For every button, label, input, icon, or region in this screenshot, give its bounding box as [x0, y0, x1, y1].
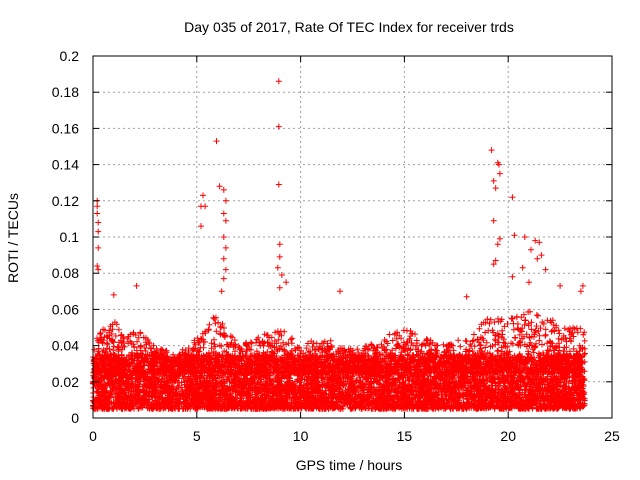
data-point [463, 293, 470, 300]
data-point [577, 288, 584, 295]
data-point [213, 138, 220, 145]
y-tick-label: 0 [71, 410, 79, 426]
y-tick-label: 0.06 [52, 301, 79, 317]
data-point [94, 263, 101, 269]
data-point [538, 252, 545, 259]
data-point [496, 170, 503, 177]
data-point [337, 288, 343, 295]
data-point [94, 203, 101, 210]
axis-ticks [92, 55, 613, 419]
data-point [276, 253, 283, 260]
data-point [579, 282, 586, 289]
y-tick-label: 0.08 [52, 265, 79, 281]
data-point [198, 223, 204, 230]
data-point [542, 266, 549, 273]
data-point [283, 279, 290, 286]
data-point [276, 241, 283, 248]
data-point [490, 177, 497, 184]
data-point [95, 244, 102, 251]
data-point [278, 272, 285, 278]
x-tick-label: 20 [500, 428, 516, 444]
data-point [220, 255, 227, 262]
data-point [198, 203, 204, 210]
x-tick-labels: 0 5 10 15 20 25 [89, 428, 620, 444]
x-tick-label: 5 [193, 428, 201, 444]
data-point [110, 291, 117, 298]
data-point [557, 282, 564, 289]
data-point [95, 219, 102, 226]
data-point [496, 235, 503, 242]
y-tick-label: 0.14 [52, 157, 79, 173]
data-point [95, 266, 102, 273]
data-point [220, 186, 227, 193]
data-point [521, 234, 528, 240]
data-point [94, 210, 101, 217]
data-point [490, 217, 497, 224]
data-point [495, 161, 502, 168]
x-tick-label: 15 [397, 428, 413, 444]
data-point [133, 282, 140, 289]
data-point [218, 288, 225, 295]
data-point [526, 279, 532, 286]
x-tick-label: 0 [89, 428, 97, 444]
x-tick-label: 25 [604, 428, 620, 444]
y-tick-label: 0.2 [60, 48, 80, 64]
data-point [488, 147, 495, 154]
data-point [275, 181, 282, 188]
x-axis-label: GPS time / hours [296, 457, 403, 473]
chart-title: Day 035 of 2017, Rate Of TEC Index for r… [184, 19, 514, 35]
data-point [532, 237, 539, 244]
data-point [220, 210, 227, 217]
y-tick-label: 0.04 [52, 338, 79, 354]
data-point [494, 241, 501, 248]
x-tick-label: 10 [293, 428, 309, 444]
y-tick-labels: 0 0.02 0.04 0.06 0.08 0.1 0.12 0.14 0.16 0.18 0.2 [52, 48, 79, 426]
data-point [275, 78, 282, 85]
y-tick-label: 0.02 [52, 374, 79, 390]
data-point [95, 228, 102, 235]
y-tick-label: 0.1 [60, 229, 80, 245]
data-point [200, 192, 206, 199]
data-point [490, 261, 497, 268]
data-point [511, 232, 518, 239]
data-point [534, 255, 541, 262]
data-point [222, 197, 229, 204]
data-point [222, 217, 229, 224]
background-points [90, 308, 588, 412]
data-point [536, 239, 543, 246]
data-point [509, 194, 516, 201]
y-tick-label: 0.18 [52, 84, 79, 100]
data-point [222, 266, 229, 273]
data-point [222, 244, 229, 251]
data-point [276, 284, 283, 291]
y-tick-label: 0.12 [52, 193, 79, 209]
data-point [519, 264, 526, 271]
data-point [274, 264, 281, 271]
y-tick-label: 0.16 [52, 120, 79, 136]
data-point [492, 185, 499, 192]
data-point [275, 123, 282, 130]
data-point [216, 183, 223, 190]
data-point [528, 246, 534, 253]
data-point [220, 234, 227, 240]
data-point [220, 275, 227, 282]
data-points [90, 78, 588, 412]
data-point [492, 257, 499, 264]
data-point [509, 273, 516, 280]
y-axis-label: ROTI / TECUs [5, 193, 21, 283]
